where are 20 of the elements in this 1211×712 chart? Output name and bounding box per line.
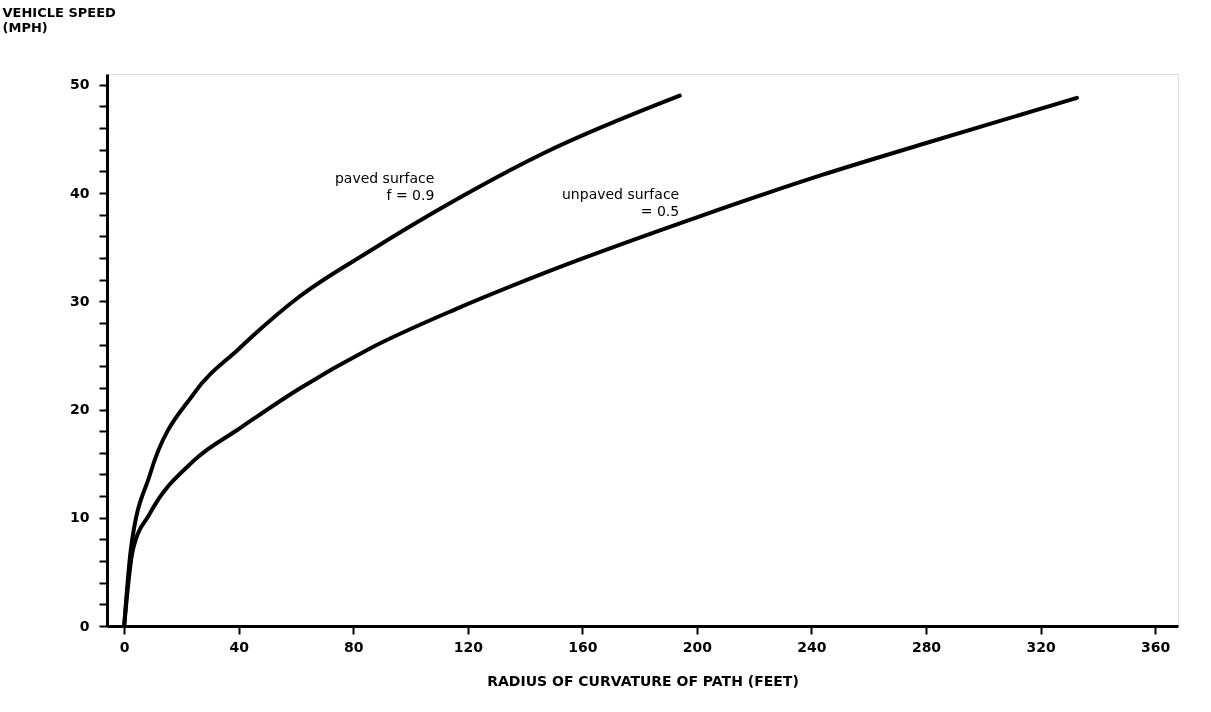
y-tick-label: 50 [70,76,90,93]
x-tick-label: 0 [119,638,130,655]
y-tick-label: 20 [70,401,90,418]
y-tick-label: 0 [79,617,90,634]
y-tick-label: 10 [70,509,90,526]
series-label: unpaved surface = 0.5 [562,185,680,219]
x-tick-label: 160 [568,638,598,655]
x-tick-label: 120 [453,638,484,655]
series-label: paved surface f = 0.9 [334,169,435,203]
y-tick-label: 40 [70,184,90,201]
x-tick-label: 280 [911,638,942,655]
x-tick-label: 360 [1140,638,1171,655]
y-tick-label: 30 [70,292,90,309]
x-tick-label: 80 [344,638,364,655]
x-tick-label: 40 [229,638,250,655]
x-tick-label: 240 [797,638,827,655]
x-tick-label: 200 [682,638,713,655]
x-axis-title: RADIUS OF CURVATURE OF PATH (FEET) [487,672,799,689]
x-tick-label: 320 [1026,638,1056,655]
y-axis-title: VEHICLE SPEED (MPH) [2,4,117,35]
